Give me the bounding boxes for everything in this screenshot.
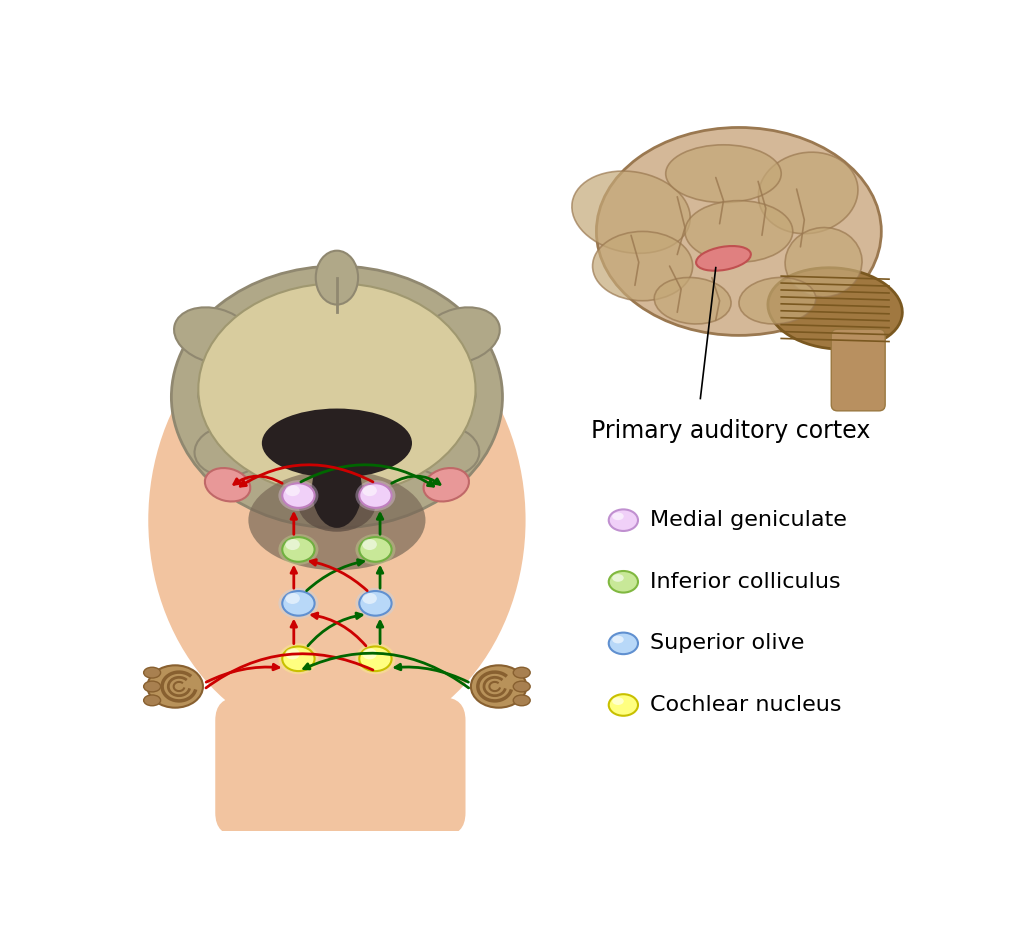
Ellipse shape [143, 681, 161, 692]
Ellipse shape [355, 644, 395, 674]
Ellipse shape [513, 681, 530, 692]
Text: Superior olive: Superior olive [650, 633, 805, 654]
Ellipse shape [249, 470, 425, 571]
Ellipse shape [286, 539, 300, 550]
Ellipse shape [286, 485, 300, 496]
Ellipse shape [262, 408, 412, 478]
Ellipse shape [362, 485, 377, 496]
Ellipse shape [283, 537, 314, 561]
Ellipse shape [612, 574, 624, 582]
Ellipse shape [143, 695, 161, 706]
Ellipse shape [283, 646, 314, 672]
Text: Medial geniculate: Medial geniculate [650, 510, 847, 531]
FancyBboxPatch shape [215, 698, 466, 836]
Ellipse shape [148, 297, 525, 743]
Ellipse shape [571, 171, 690, 253]
Ellipse shape [199, 374, 260, 420]
Ellipse shape [195, 426, 264, 476]
Ellipse shape [362, 648, 377, 659]
Ellipse shape [612, 698, 624, 705]
Ellipse shape [421, 307, 500, 363]
Ellipse shape [283, 591, 314, 616]
Ellipse shape [654, 277, 731, 324]
Ellipse shape [286, 648, 300, 659]
Ellipse shape [199, 283, 475, 495]
Ellipse shape [362, 539, 377, 550]
Ellipse shape [174, 307, 253, 363]
Ellipse shape [612, 636, 624, 644]
Ellipse shape [147, 665, 203, 708]
Ellipse shape [685, 201, 793, 262]
Ellipse shape [362, 593, 377, 604]
Ellipse shape [286, 593, 300, 604]
Ellipse shape [612, 513, 624, 520]
Ellipse shape [205, 468, 250, 502]
Text: Inferior colliculus: Inferior colliculus [650, 572, 841, 592]
Ellipse shape [355, 480, 395, 511]
Ellipse shape [834, 339, 884, 393]
Text: Primary auditory cortex: Primary auditory cortex [592, 418, 870, 443]
Ellipse shape [608, 694, 638, 715]
Ellipse shape [759, 152, 858, 234]
Ellipse shape [608, 571, 638, 592]
FancyBboxPatch shape [831, 329, 885, 411]
Ellipse shape [739, 277, 816, 324]
Ellipse shape [608, 509, 638, 531]
Ellipse shape [279, 534, 318, 565]
Ellipse shape [298, 478, 376, 531]
Ellipse shape [279, 587, 318, 618]
Text: Cochlear nucleus: Cochlear nucleus [650, 695, 842, 715]
Ellipse shape [596, 127, 882, 335]
Ellipse shape [143, 667, 161, 678]
Ellipse shape [359, 591, 391, 616]
Ellipse shape [312, 451, 361, 528]
Ellipse shape [768, 268, 902, 349]
Ellipse shape [411, 426, 479, 476]
Ellipse shape [359, 646, 391, 672]
Ellipse shape [359, 537, 391, 561]
Ellipse shape [171, 266, 503, 528]
Ellipse shape [414, 374, 475, 420]
Ellipse shape [513, 667, 530, 678]
Ellipse shape [424, 468, 469, 502]
Ellipse shape [315, 250, 358, 304]
Ellipse shape [471, 665, 526, 708]
Ellipse shape [666, 145, 781, 203]
Ellipse shape [608, 632, 638, 654]
Ellipse shape [593, 232, 692, 301]
Ellipse shape [355, 534, 395, 565]
Ellipse shape [283, 483, 314, 508]
Ellipse shape [279, 644, 318, 674]
Ellipse shape [513, 695, 530, 706]
Ellipse shape [785, 228, 862, 297]
Ellipse shape [696, 246, 751, 271]
Ellipse shape [355, 587, 395, 618]
Ellipse shape [279, 480, 318, 511]
Ellipse shape [359, 483, 391, 508]
